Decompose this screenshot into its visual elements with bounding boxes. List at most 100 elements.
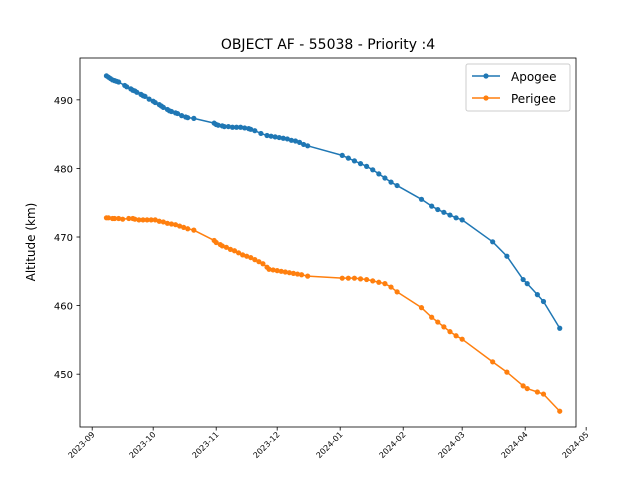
data-point-perigee xyxy=(557,408,563,414)
data-point-perigee xyxy=(290,270,297,276)
data-point-perigee xyxy=(305,273,311,279)
legend-marker-perigee xyxy=(483,95,489,101)
data-point-perigee xyxy=(191,227,197,233)
data-point-perigee xyxy=(152,217,158,223)
data-point-apogee xyxy=(233,124,240,130)
data-point-apogee xyxy=(540,298,547,305)
data-point-apogee xyxy=(382,175,388,181)
data-point-perigee xyxy=(504,369,510,375)
data-point-perigee xyxy=(339,275,345,281)
data-point-perigee xyxy=(144,217,150,223)
data-point-perigee xyxy=(213,239,219,246)
data-point-apogee xyxy=(268,133,274,139)
y-tick-label: 490 xyxy=(54,96,73,107)
data-point-apogee xyxy=(248,126,254,132)
data-point-perigee xyxy=(429,314,435,320)
data-point-apogee xyxy=(124,84,130,90)
data-point-apogee xyxy=(152,99,158,106)
data-point-perigee xyxy=(524,385,530,392)
plot-frame xyxy=(79,57,577,428)
data-point-apogee xyxy=(490,239,496,245)
data-point-apogee xyxy=(258,130,264,137)
chart-title: OBJECT AF - 55038 - Priority :4 xyxy=(221,37,435,53)
data-point-perigee xyxy=(266,266,272,272)
data-point-apogee xyxy=(301,141,307,148)
data-point-perigee xyxy=(148,217,154,223)
data-point-perigee xyxy=(231,248,238,254)
data-point-perigee xyxy=(364,276,370,283)
data-point-perigee xyxy=(172,222,179,228)
data-point-perigee xyxy=(160,219,166,225)
data-point-apogee xyxy=(418,196,425,202)
data-point-apogee xyxy=(339,152,345,158)
data-point-perigee xyxy=(376,279,382,285)
y-tick-label: 450 xyxy=(54,370,73,381)
data-point-apogee xyxy=(524,281,530,287)
data-point-perigee xyxy=(177,223,183,229)
data-point-perigee xyxy=(156,218,162,224)
data-point-perigee xyxy=(394,289,400,295)
data-point-apogee xyxy=(264,132,270,139)
data-point-perigee xyxy=(441,324,447,330)
data-point-apogee xyxy=(134,89,140,95)
data-point-apogee xyxy=(142,93,148,100)
data-point-apogee xyxy=(370,167,376,173)
data-point-apogee xyxy=(296,139,303,145)
data-point-apogee xyxy=(388,179,394,185)
data-point-apogee xyxy=(520,276,526,283)
data-point-apogee xyxy=(292,138,299,144)
data-point-apogee xyxy=(185,115,191,121)
data-point-perigee xyxy=(116,215,122,222)
data-point-apogee xyxy=(237,124,244,130)
data-point-perigee xyxy=(260,261,266,267)
data-point-perigee xyxy=(270,267,276,273)
data-point-apogee xyxy=(174,110,181,117)
data-point-perigee xyxy=(351,275,358,281)
data-point-perigee xyxy=(219,243,225,249)
data-point-perigee xyxy=(223,244,229,250)
data-point-perigee xyxy=(140,217,146,223)
data-point-perigee xyxy=(240,252,246,258)
data-point-perigee xyxy=(168,221,175,227)
data-point-apogee xyxy=(429,203,435,209)
data-point-perigee xyxy=(164,220,171,226)
data-point-apogee xyxy=(229,124,236,130)
data-point-perigee xyxy=(282,269,288,275)
data-point-apogee xyxy=(351,158,358,164)
data-point-apogee xyxy=(221,123,227,130)
legend-marker-apogee xyxy=(483,73,489,79)
data-point-perigee xyxy=(235,250,242,256)
y-axis-label: Altitude (km) xyxy=(24,203,38,282)
data-point-apogee xyxy=(225,123,231,130)
data-point-perigee xyxy=(278,268,284,274)
data-point-perigee xyxy=(185,226,191,232)
data-point-apogee xyxy=(305,143,311,149)
data-point-apogee xyxy=(160,104,166,110)
data-point-perigee xyxy=(136,217,142,223)
data-point-apogee xyxy=(168,108,175,115)
data-point-perigee xyxy=(345,275,351,281)
data-point-apogee xyxy=(435,206,441,213)
data-point-perigee xyxy=(286,270,292,276)
data-point-apogee xyxy=(215,122,221,128)
legend-label-apogee: Apogee xyxy=(511,70,557,84)
data-point-perigee xyxy=(181,224,187,231)
data-point-perigee xyxy=(520,383,526,389)
data-point-perigee xyxy=(534,389,540,395)
data-point-perigee xyxy=(418,305,425,311)
data-point-perigee xyxy=(382,281,388,287)
data-point-apogee xyxy=(345,155,351,161)
data-point-apogee xyxy=(357,161,364,167)
data-point-apogee xyxy=(242,125,248,131)
data-point-perigee xyxy=(256,259,262,265)
data-point-perigee xyxy=(120,216,126,222)
data-point-apogee xyxy=(394,182,400,189)
data-point-apogee xyxy=(276,134,282,141)
data-point-apogee xyxy=(284,136,290,142)
data-point-apogee xyxy=(459,217,465,223)
data-point-apogee xyxy=(376,171,382,177)
data-point-apogee xyxy=(504,253,510,259)
data-point-perigee xyxy=(388,284,394,290)
legend-label-perigee: Perigee xyxy=(511,92,556,106)
